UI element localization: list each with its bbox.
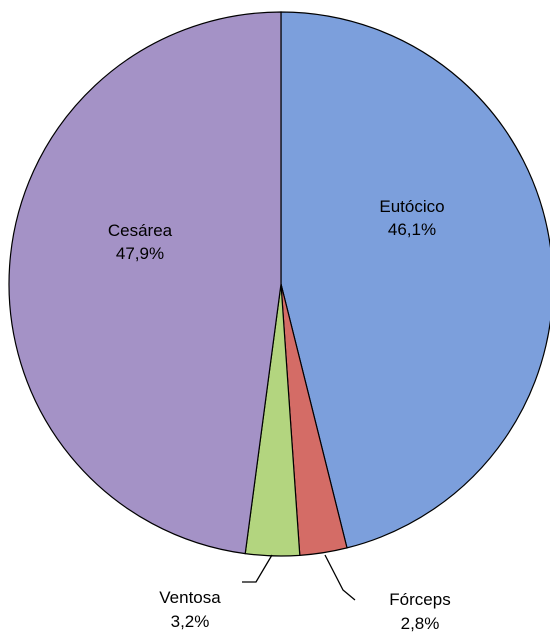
slice-ventosa-leader-line xyxy=(242,554,273,583)
slice-cesarea-value-label: 47,9% xyxy=(116,244,164,263)
slice-eutocico-value-label: 46,1% xyxy=(388,220,436,239)
slice-ventosa-value-label: 3,2% xyxy=(171,612,210,631)
pie-slice-eutocico xyxy=(280,11,550,549)
slice-cesarea-label: Cesárea xyxy=(108,221,173,240)
slice-forceps-value-label: 2,8% xyxy=(401,614,440,632)
slice-ventosa-label: Ventosa xyxy=(159,588,221,607)
slice-forceps-label: Fórceps xyxy=(389,590,450,609)
slice-eutocico-label: Eutócico xyxy=(379,197,444,216)
pie-slice-cesarea xyxy=(8,11,282,555)
slice-forceps-leader-line xyxy=(324,554,356,601)
